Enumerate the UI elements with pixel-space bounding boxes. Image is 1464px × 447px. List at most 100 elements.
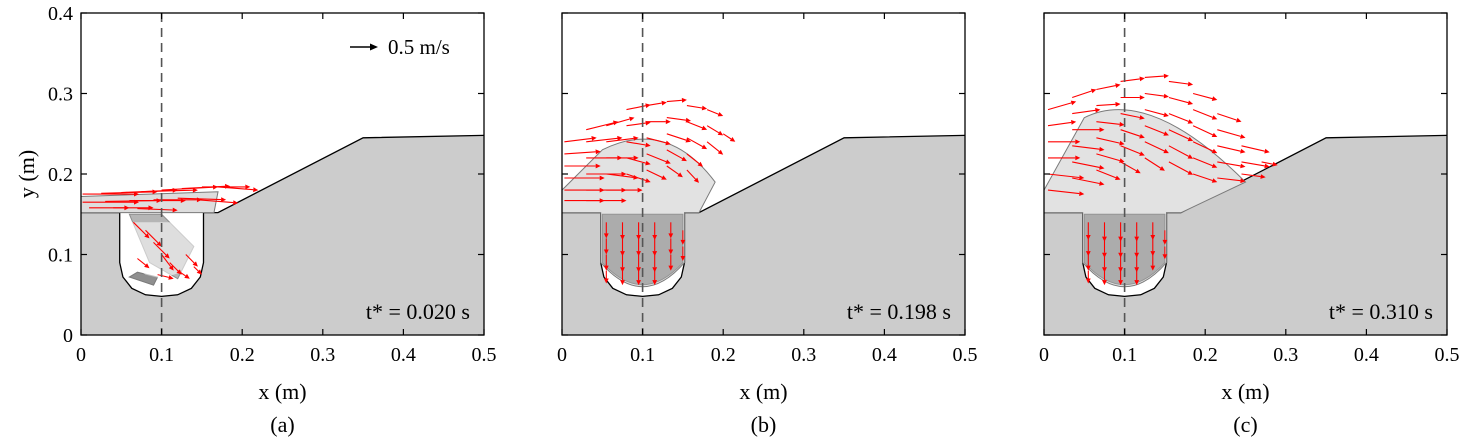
vector-shaft: [1096, 169, 1117, 179]
velocity-vector: [177, 270, 190, 279]
vector-head: [652, 235, 658, 240]
vector-head: [1134, 267, 1140, 273]
velocity-vector: [603, 254, 609, 271]
vector-head: [701, 144, 708, 150]
velocity-vector: [686, 121, 708, 131]
x-tick-label: 0.2: [230, 344, 255, 366]
velocity-vector: [1102, 254, 1107, 273]
vector-head: [1240, 163, 1246, 169]
vector-head: [680, 239, 686, 245]
velocity-vector: [606, 155, 639, 161]
x-axis-label: x (m): [739, 379, 787, 404]
vector-head: [729, 137, 736, 142]
vector-shaft: [1168, 145, 1189, 157]
vector-shaft: [606, 173, 634, 178]
vector-head: [633, 155, 639, 161]
time-label: t* = 0.198 s: [847, 299, 951, 324]
vector-shaft: [157, 274, 169, 278]
vector-head: [636, 235, 641, 240]
vector-shaft: [161, 254, 172, 267]
velocity-vector: [626, 103, 651, 111]
vector-head: [629, 116, 635, 122]
velocity-vector: [564, 149, 601, 155]
vector-head: [233, 200, 239, 205]
vector-head: [645, 178, 651, 183]
vector-shaft: [626, 157, 646, 164]
vector-shaft: [686, 105, 703, 109]
velocity-vector: [141, 187, 198, 193]
velocity-vector: [1144, 73, 1169, 79]
vector-head: [595, 163, 601, 169]
velocity-vector: [586, 198, 627, 203]
vector-head: [617, 135, 623, 141]
velocity-vector: [603, 270, 609, 284]
velocity-vector: [668, 238, 674, 255]
vector-head: [652, 251, 658, 257]
vector-head: [652, 267, 658, 273]
vector-head: [1085, 235, 1091, 240]
vector-shaft: [1072, 145, 1100, 150]
velocity-vector: [1072, 107, 1101, 115]
vector-head: [717, 130, 724, 136]
vector-head: [1187, 154, 1194, 159]
y-tick-label: 0.1: [48, 245, 73, 267]
vector-head: [1187, 119, 1194, 124]
velocity-vector: [1047, 120, 1077, 127]
velocity-vector: [1217, 161, 1246, 169]
vector-head: [1211, 163, 1218, 168]
vector-shaft: [586, 137, 618, 143]
velocity-vectors: [82, 183, 259, 280]
vector-shaft: [137, 208, 173, 211]
velocity-vector: [626, 157, 651, 166]
vector-head: [668, 249, 674, 255]
vector-head: [144, 263, 150, 269]
x-axis-label: x (m): [1221, 379, 1269, 404]
velocity-vector: [1217, 145, 1246, 154]
vector-shaft: [177, 197, 222, 201]
vector-head: [1070, 100, 1077, 106]
velocity-vector: [1168, 145, 1194, 159]
vector-head: [591, 136, 597, 141]
vector-shaft: [141, 189, 193, 193]
velocity-vector: [686, 153, 703, 167]
velocity-vector: [1241, 161, 1270, 169]
vector-shaft: [666, 117, 687, 121]
velocity-vector: [1192, 92, 1218, 101]
vector-shaft: [564, 151, 596, 155]
vector-head: [685, 138, 691, 143]
velocity-vector: [1102, 270, 1107, 286]
vector-head: [621, 171, 627, 177]
vector-head: [701, 105, 708, 111]
velocity-vector: [1120, 161, 1141, 174]
x-axis-label: x (m): [258, 379, 306, 404]
velocity-vector: [636, 238, 641, 257]
vector-head: [1163, 93, 1169, 99]
vector-head: [1135, 168, 1141, 174]
vector-head: [1095, 107, 1101, 113]
vector-shaft: [217, 186, 254, 191]
vector-shaft: [1047, 189, 1080, 195]
velocity-vector: [686, 137, 708, 150]
vector-head: [1071, 120, 1077, 125]
vector-head: [1163, 73, 1169, 79]
vector-shaft: [666, 99, 682, 103]
velocity-vector: [564, 175, 605, 181]
vector-shaft: [145, 229, 159, 244]
velocity-vector: [1168, 129, 1194, 142]
vector-head: [603, 265, 609, 271]
vector-head: [1118, 267, 1123, 273]
vector-head: [1139, 95, 1145, 100]
scale-arrow: 0.5 m/s: [350, 35, 450, 59]
velocity-vector: [1134, 270, 1140, 286]
velocity-vector: [1162, 230, 1168, 245]
vector-head: [1102, 280, 1107, 286]
vector-head: [620, 280, 625, 286]
velocity-vector: [1241, 173, 1266, 179]
vector-shaft: [1120, 78, 1140, 82]
velocity-vector: [1144, 141, 1169, 154]
vector-head: [668, 233, 674, 239]
time-label: t* = 0.310 s: [1329, 299, 1433, 324]
vector-shaft: [1168, 96, 1189, 104]
velocity-vector: [652, 238, 658, 257]
vector-shaft: [1192, 173, 1213, 182]
